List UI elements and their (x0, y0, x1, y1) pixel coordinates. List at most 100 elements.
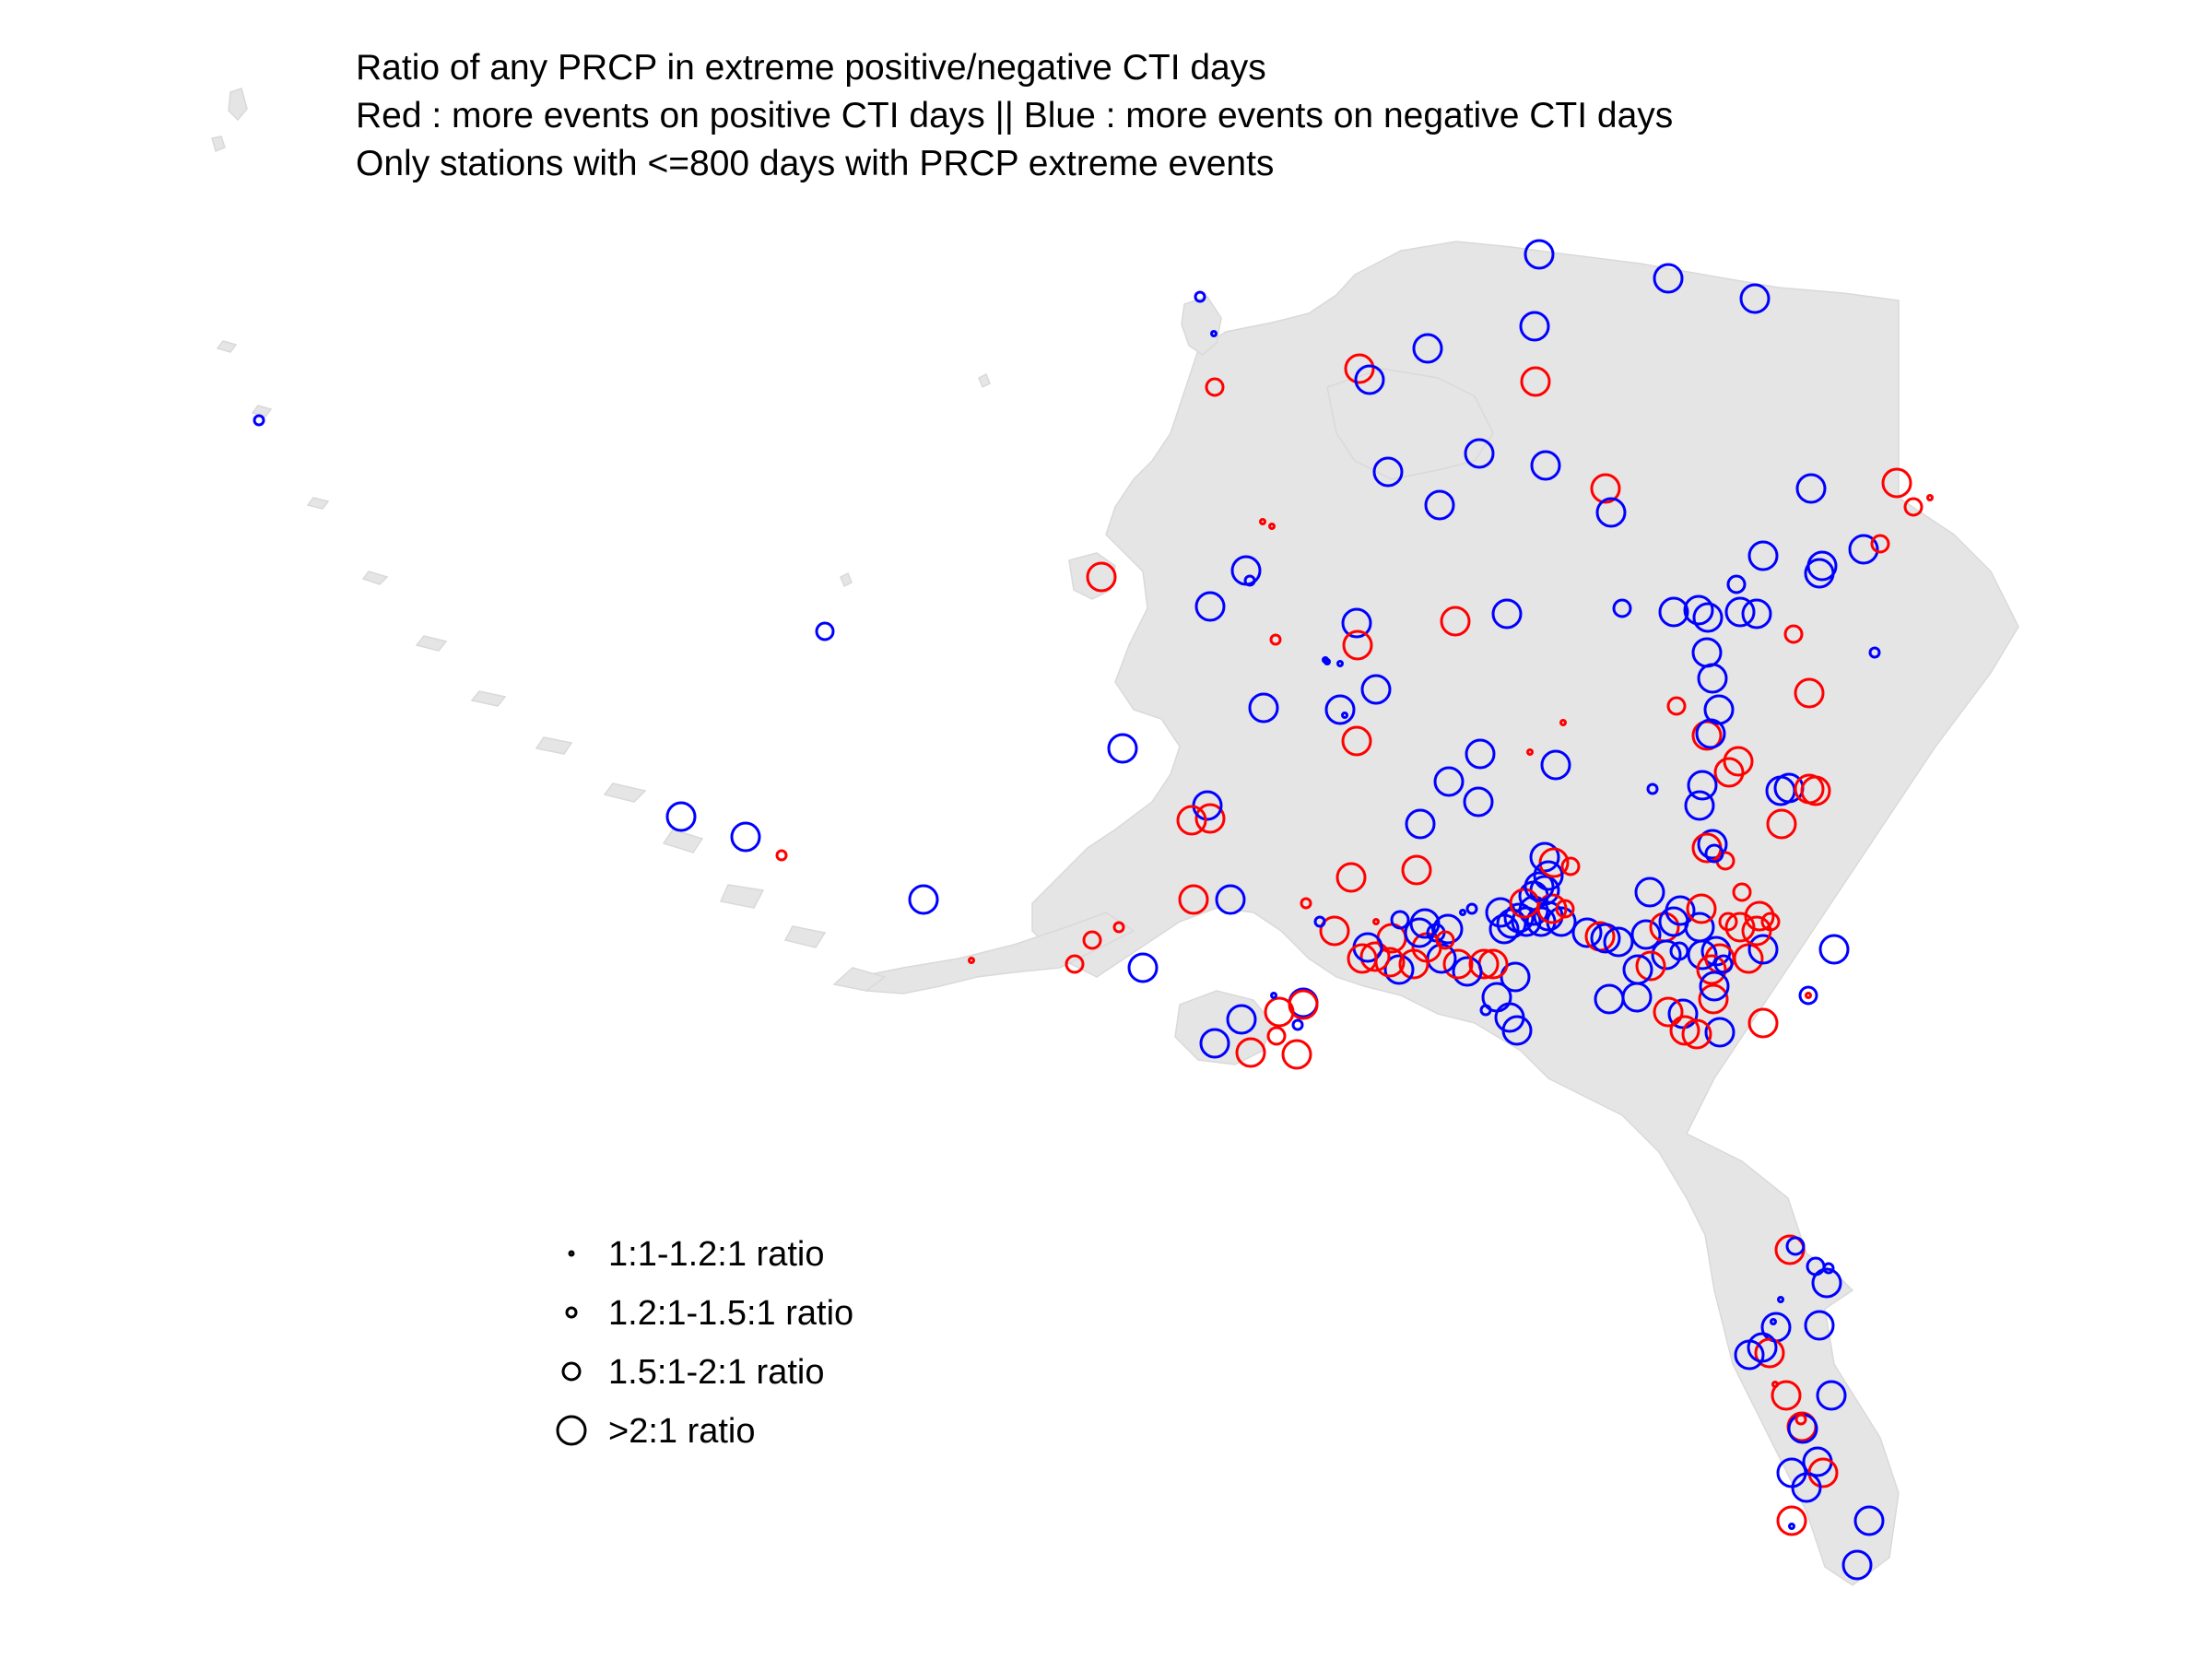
st-lawrence-island (1181, 296, 1222, 356)
station-marker-positive-135 (1698, 983, 1729, 1015)
station-marker-negative-56 (1703, 694, 1735, 725)
station-marker-negative-107 (1529, 841, 1560, 873)
station-marker-negative-39 (1692, 602, 1724, 633)
station-marker-positive-49 (1783, 624, 1804, 644)
station-marker-positive-47 (1870, 534, 1890, 554)
station-marker-positive-157 (1442, 948, 1474, 980)
station-marker-negative-8 (1412, 333, 1443, 364)
station-marker-positive-86 (1335, 862, 1367, 893)
station-marker-negative-184 (1127, 952, 1159, 983)
station-marker-negative-3 (1194, 290, 1206, 303)
station-marker-positive-111 (1560, 856, 1581, 877)
station-marker-positive-58 (1559, 719, 1567, 726)
station-marker-positive-224 (1926, 494, 1934, 501)
station-marker-negative-61 (1465, 738, 1496, 770)
station-marker-positive-141 (1732, 882, 1752, 902)
station-marker-negative-83 (1215, 884, 1246, 915)
station-marker-negative-89 (1390, 910, 1410, 930)
station-marker-negative-69 (1697, 829, 1728, 860)
station-marker-negative-0 (1524, 239, 1555, 270)
station-marker-positive-25 (1342, 629, 1373, 661)
station-marker-positive-205 (1771, 1380, 1802, 1411)
station-marker-negative-189 (730, 821, 761, 853)
station-marker-negative-63 (1405, 808, 1436, 840)
station-marker-negative-161 (1383, 954, 1415, 985)
station-marker-positive-18 (1881, 467, 1912, 499)
station-marker-negative-225 (1770, 1318, 1777, 1325)
nunivak-island (1068, 552, 1116, 600)
station-marker-negative-190 (665, 801, 697, 832)
station-marker-positive-182 (1281, 1039, 1312, 1070)
station-marker-negative-139 (1747, 934, 1779, 965)
station-marker-negative-4 (1210, 330, 1218, 337)
station-marker-positive-53 (1794, 677, 1825, 709)
station-marker-negative-196 (1785, 1236, 1806, 1256)
land-layer (211, 88, 2019, 1586)
alaska-peninsula (846, 912, 1135, 994)
station-marker-positive-155 (1468, 948, 1500, 980)
station-marker-negative-40 (1726, 574, 1747, 594)
station-marker-positive-170 (1319, 915, 1350, 947)
station-marker-negative-144 (1818, 934, 1850, 965)
station-marker-positive-64 (1401, 854, 1432, 886)
seward-peninsula (1326, 368, 1494, 480)
station-marker-positive-193 (1082, 930, 1102, 950)
station-marker-positive-19 (1903, 497, 1924, 517)
station-marker-positive-167 (1359, 941, 1391, 972)
station-marker-negative-48 (1868, 646, 1881, 659)
station-marker-positive-134 (1696, 954, 1727, 985)
station-marker-negative-194 (253, 414, 265, 427)
station-marker-negative-106 (1524, 871, 1555, 902)
station-marker-positive-20 (1259, 518, 1266, 525)
station-marker-negative-171 (1313, 915, 1326, 928)
station-markers (253, 239, 1934, 1581)
station-marker-negative-43 (1747, 540, 1779, 571)
station-marker-negative-191 (815, 621, 835, 641)
station-marker-positive-15 (1590, 473, 1621, 504)
station-marker-negative-68 (1684, 790, 1715, 821)
station-marker-positive-142 (1744, 900, 1775, 932)
st-matthew-island (840, 571, 853, 588)
station-marker-negative-112 (1571, 917, 1603, 948)
station-marker-positive-23 (1086, 561, 1117, 593)
station-marker-negative-131 (1665, 895, 1696, 926)
station-marker-negative-178 (1226, 1004, 1257, 1035)
station-marker-negative-214 (1791, 1472, 1822, 1503)
station-marker-negative-1 (1653, 263, 1684, 294)
station-marker-positive-10 (1520, 366, 1551, 397)
station-marker-negative-216 (1788, 1523, 1795, 1530)
station-marker-positive-177 (1264, 996, 1295, 1028)
station-marker-positive-31 (1341, 725, 1372, 757)
station-marker-positive-82 (1176, 805, 1207, 836)
station-marker-positive-84 (1178, 884, 1209, 915)
station-marker-negative-222 (1324, 658, 1331, 665)
station-marker-negative-204 (1734, 1339, 1765, 1371)
station-marker-negative-120 (1651, 939, 1682, 971)
station-marker-positive-166 (1435, 930, 1455, 950)
station-marker-positive-132 (1686, 893, 1717, 924)
station-marker-negative-62 (1433, 766, 1465, 797)
station-marker-negative-109 (1533, 860, 1564, 891)
station-marker-negative-36 (1612, 598, 1632, 618)
station-marker-negative-7 (1354, 364, 1385, 395)
station-marker-positive-110 (1555, 899, 1575, 919)
station-marker-negative-22 (1243, 574, 1256, 587)
station-marker-negative-30 (1341, 712, 1348, 719)
station-marker-negative-29 (1324, 694, 1356, 725)
station-marker-negative-137 (1713, 954, 1734, 974)
station-marker-negative-156 (1452, 956, 1483, 987)
station-marker-negative-136 (1699, 971, 1730, 1002)
station-marker-negative-46 (1848, 534, 1879, 565)
station-marker-positive-180 (1235, 1037, 1266, 1068)
station-marker-negative-33 (1107, 733, 1138, 764)
station-marker-negative-217 (1853, 1505, 1885, 1536)
station-marker-positive-128 (1724, 912, 1756, 943)
legend-symbol-4 (556, 1415, 587, 1446)
aleutian-islands (211, 88, 887, 992)
station-marker-negative-133 (1687, 939, 1718, 971)
station-marker-negative-114 (1590, 923, 1621, 954)
station-marker-negative-16 (1595, 497, 1627, 528)
station-marker-negative-187 (908, 884, 939, 915)
ratio-legend: 1:1-1.2:1 ratio 1.2:1-1.5:1 ratio 1.5:1-… (556, 1235, 853, 1451)
legend-label-1: 1:1-1.2:1 ratio (608, 1235, 824, 1274)
